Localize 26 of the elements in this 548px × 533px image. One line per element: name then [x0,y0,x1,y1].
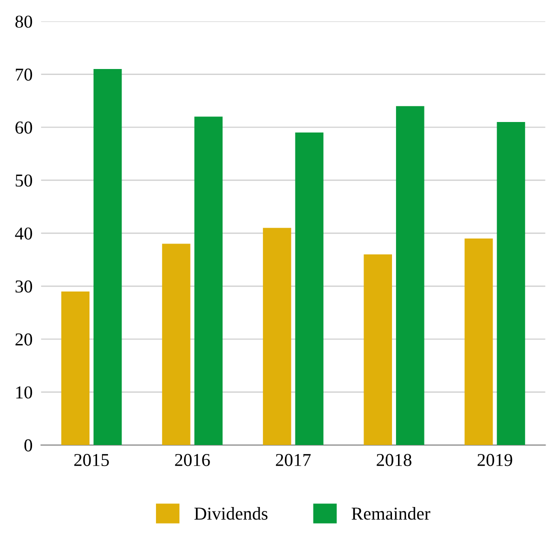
x-tick-label: 2015 [74,454,109,466]
y-tick-label: 10 [16,386,32,399]
y-tick-label: 80 [15,16,32,28]
y-tick-label: 70 [16,68,32,81]
bar [364,254,392,446]
bar [162,244,190,446]
bar [496,122,526,446]
legend-label: Remainder [352,507,430,520]
bar [61,291,90,446]
y-tick-label: 20 [16,333,32,346]
bar [295,132,324,446]
y-tick-label: 60 [15,122,32,134]
legend-label: Dividends [194,507,268,520]
bar [94,68,122,446]
y-tick-label: 30 [16,280,32,293]
y-tick-label: 0 [24,439,32,452]
x-tick-label: 2017 [276,454,311,466]
bar [396,106,424,446]
y-tick-label: 40 [15,227,32,240]
bar [194,116,223,446]
bar [464,238,493,446]
x-tick-label: 2018 [376,454,412,466]
x-tick-label: 2016 [175,454,210,466]
y-tick-label: 50 [16,174,32,187]
bar [262,228,292,446]
x-tick-label: 2019 [478,454,512,466]
